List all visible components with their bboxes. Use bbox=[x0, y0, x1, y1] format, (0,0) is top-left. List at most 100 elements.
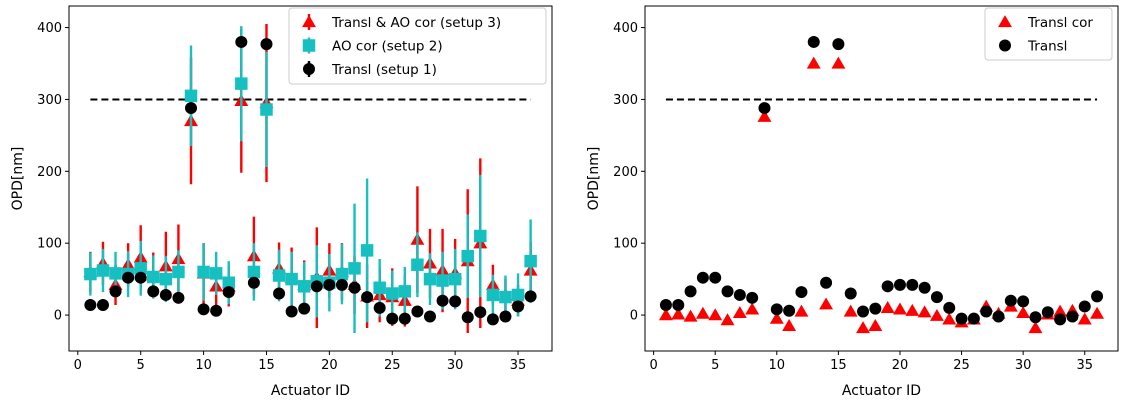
data-point bbox=[992, 310, 1005, 323]
legend-marker bbox=[302, 15, 316, 28]
data-point bbox=[411, 305, 424, 318]
data-point bbox=[672, 299, 685, 311]
data-point bbox=[247, 265, 261, 279]
data-point bbox=[474, 306, 487, 319]
data-point bbox=[260, 103, 273, 116]
data-point bbox=[134, 271, 147, 284]
data-point bbox=[658, 308, 673, 321]
data-point bbox=[782, 319, 797, 331]
data-point bbox=[893, 278, 906, 291]
legend-marker bbox=[302, 39, 316, 52]
y-tick-label: 200 bbox=[613, 165, 638, 180]
y-tick-label: 0 bbox=[54, 309, 62, 324]
legend-label: Transl (setup 1) bbox=[331, 62, 437, 78]
data-point bbox=[659, 299, 672, 311]
data-point bbox=[197, 303, 210, 316]
data-point bbox=[906, 278, 919, 291]
data-point bbox=[1053, 304, 1068, 317]
data-point bbox=[1078, 300, 1091, 313]
data-point bbox=[684, 285, 697, 298]
data-point bbox=[820, 276, 833, 289]
data-point bbox=[335, 267, 349, 281]
data-point bbox=[856, 321, 870, 334]
data-point bbox=[486, 313, 499, 326]
data-point bbox=[323, 278, 336, 291]
data-point bbox=[733, 288, 746, 301]
data-point bbox=[869, 302, 882, 315]
data-point bbox=[298, 302, 311, 315]
data-point bbox=[285, 305, 298, 318]
x-tick-label: 0 bbox=[74, 358, 82, 373]
data-point bbox=[499, 310, 512, 323]
data-point bbox=[411, 258, 424, 271]
data-point bbox=[524, 254, 537, 268]
data-point bbox=[285, 272, 298, 286]
data-point bbox=[147, 270, 160, 284]
data-point bbox=[122, 271, 135, 284]
data-point bbox=[436, 294, 449, 307]
data-point bbox=[96, 299, 109, 311]
data-point bbox=[84, 299, 97, 311]
data-point bbox=[386, 312, 399, 325]
data-point bbox=[209, 267, 223, 280]
legend-marker bbox=[303, 63, 315, 75]
data-point bbox=[134, 262, 147, 275]
y-tick-label: 200 bbox=[37, 165, 62, 180]
data-point bbox=[222, 276, 235, 289]
data-point bbox=[109, 267, 122, 280]
legend-label: AO cor (setup 2) bbox=[332, 39, 443, 55]
data-point bbox=[844, 287, 857, 300]
data-point bbox=[980, 305, 993, 318]
data-point bbox=[905, 303, 920, 316]
data-point bbox=[1004, 294, 1017, 307]
data-point bbox=[423, 272, 437, 286]
y-tick-label: 400 bbox=[37, 21, 62, 36]
data-point bbox=[1090, 306, 1105, 319]
data-point bbox=[930, 291, 943, 304]
plot-frame bbox=[644, 5, 1119, 352]
data-point bbox=[1017, 295, 1030, 308]
plot-frame bbox=[68, 5, 553, 352]
data-point bbox=[881, 280, 894, 293]
data-point bbox=[843, 304, 858, 317]
x-tick-label: 10 bbox=[195, 358, 212, 373]
data-point bbox=[1016, 306, 1031, 319]
x-tick-label: 35 bbox=[510, 358, 527, 373]
data-point bbox=[1028, 321, 1043, 334]
data-point bbox=[511, 288, 525, 302]
legend-box bbox=[288, 7, 547, 85]
data-point bbox=[795, 286, 808, 299]
data-point bbox=[159, 272, 173, 286]
data-point bbox=[709, 271, 722, 284]
data-point bbox=[720, 313, 735, 326]
data-point bbox=[732, 306, 747, 319]
data-point bbox=[708, 308, 723, 321]
x-tick-label: 30 bbox=[1015, 358, 1032, 373]
data-point bbox=[695, 306, 710, 319]
y-axis-label: OPD[nm] bbox=[586, 147, 602, 211]
data-point bbox=[794, 304, 809, 317]
data-point bbox=[807, 35, 820, 48]
data-point bbox=[1077, 312, 1092, 325]
legend-marker bbox=[998, 15, 1012, 28]
data-point bbox=[335, 278, 348, 291]
data-point bbox=[348, 262, 361, 275]
data-point bbox=[386, 287, 399, 300]
data-point bbox=[819, 297, 834, 310]
data-point bbox=[758, 102, 771, 115]
data-point bbox=[1066, 310, 1079, 323]
data-point bbox=[222, 286, 235, 299]
data-point bbox=[757, 109, 772, 122]
series-1 bbox=[659, 35, 1104, 326]
data-point bbox=[235, 77, 248, 90]
data-point bbox=[857, 305, 870, 318]
data-point bbox=[831, 56, 846, 69]
data-point bbox=[671, 307, 686, 320]
y-tick-label: 100 bbox=[37, 237, 62, 252]
legend: Transl cor Transl bbox=[984, 7, 1113, 61]
data-point bbox=[474, 229, 487, 243]
data-point bbox=[423, 310, 436, 323]
x-tick-label: 25 bbox=[953, 358, 970, 373]
x-tick-label: 20 bbox=[892, 358, 909, 373]
